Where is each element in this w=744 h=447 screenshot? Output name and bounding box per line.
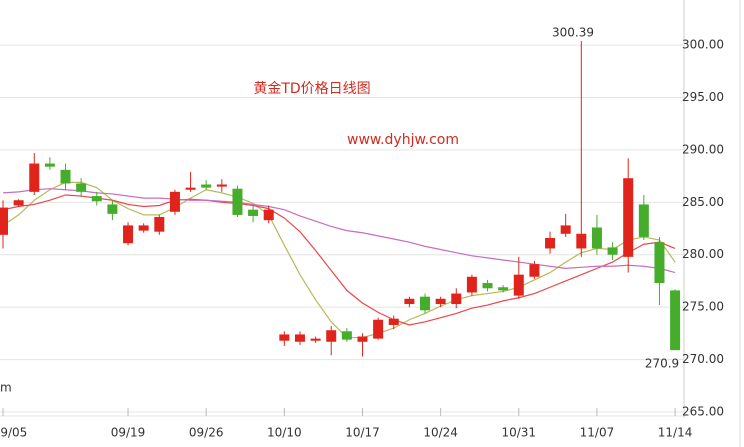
candle-body bbox=[201, 184, 212, 188]
candle-body bbox=[529, 264, 540, 277]
annotation: m bbox=[0, 381, 12, 395]
candle-body bbox=[60, 169, 71, 184]
candle-body bbox=[138, 225, 149, 231]
x-tick-label: 10/24 bbox=[423, 426, 458, 440]
candle-body bbox=[154, 217, 165, 232]
x-tick-label: 09/19 bbox=[111, 426, 146, 440]
candle-body bbox=[294, 334, 305, 342]
candle-body bbox=[232, 188, 243, 215]
candle-body bbox=[576, 233, 587, 249]
candle-body bbox=[466, 276, 477, 293]
candle-body bbox=[310, 338, 321, 341]
candle-body bbox=[482, 283, 493, 289]
x-tick-label: 11/14 bbox=[658, 426, 693, 440]
y-tick-label: 300.00 bbox=[682, 38, 724, 52]
candle-body bbox=[169, 191, 180, 212]
candle-body bbox=[373, 319, 384, 339]
candle-body bbox=[185, 187, 196, 190]
chart-subtitle: www.dyhjw.com bbox=[347, 132, 459, 148]
y-tick-label: 280.00 bbox=[682, 247, 724, 261]
candle-body bbox=[248, 209, 259, 216]
candle-body bbox=[654, 242, 665, 284]
candle-body bbox=[498, 287, 509, 291]
candle-body bbox=[388, 318, 399, 325]
annotation: 300.39 bbox=[552, 26, 594, 40]
y-tick-label: 275.00 bbox=[682, 300, 724, 314]
candle-body bbox=[326, 330, 337, 342]
candle-body bbox=[607, 247, 618, 255]
ma-line bbox=[2, 194, 676, 326]
candle-body bbox=[13, 200, 24, 206]
x-tick-label: 09/05 bbox=[0, 426, 27, 440]
y-tick-label: 290.00 bbox=[682, 142, 724, 156]
candle-body bbox=[123, 225, 134, 244]
x-tick-label: 10/17 bbox=[345, 426, 380, 440]
chart-title: 黄金TD价格日线图 bbox=[253, 80, 370, 97]
x-tick-label: 09/26 bbox=[189, 426, 224, 440]
candle-body bbox=[341, 331, 352, 340]
candle-body bbox=[44, 163, 55, 167]
candle-body bbox=[279, 334, 290, 341]
x-tick-label: 10/10 bbox=[267, 426, 302, 440]
candle-body bbox=[404, 298, 415, 305]
candle-body bbox=[91, 196, 102, 202]
x-tick-label: 10/31 bbox=[501, 426, 536, 440]
candle-body bbox=[560, 225, 571, 234]
ma-line bbox=[2, 188, 676, 274]
candle-body bbox=[638, 204, 649, 237]
candle-body bbox=[591, 227, 602, 249]
y-tick-label: 265.00 bbox=[682, 405, 724, 419]
y-tick-label: 270.00 bbox=[682, 352, 724, 366]
candle-body bbox=[0, 207, 8, 235]
candle-body bbox=[29, 163, 40, 192]
candle-body bbox=[107, 204, 118, 214]
candle-body bbox=[545, 237, 556, 249]
y-tick-label: 285.00 bbox=[682, 195, 724, 209]
candle-body bbox=[435, 298, 446, 305]
x-tick-label: 11/07 bbox=[580, 426, 615, 440]
candle-body bbox=[451, 293, 462, 305]
annotation: 270.9 bbox=[645, 357, 679, 371]
candle-body bbox=[420, 296, 431, 311]
candle-body bbox=[216, 184, 227, 187]
candle-body bbox=[76, 183, 87, 192]
candle-body bbox=[263, 209, 274, 221]
candle-body bbox=[670, 290, 681, 351]
candle-body bbox=[623, 178, 634, 257]
ma-line bbox=[2, 181, 676, 339]
candle-body bbox=[513, 274, 524, 296]
y-tick-label: 295.00 bbox=[682, 90, 724, 104]
candle-body bbox=[357, 336, 368, 342]
